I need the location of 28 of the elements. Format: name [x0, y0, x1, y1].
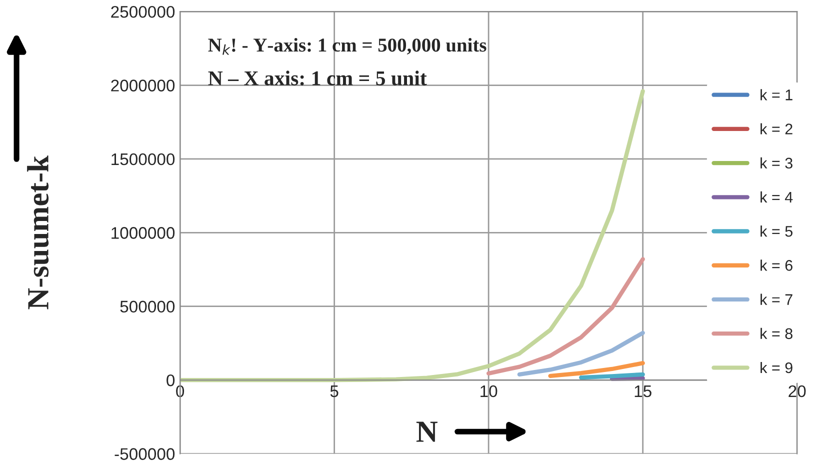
y-tick-label: 2500000	[111, 6, 175, 18]
legend-label: k = 6	[760, 260, 792, 271]
annotation: N$_{k}$! - Y-axis: 1 cm = 500,000 units	[208, 38, 486, 55]
legend-label: k = 8	[760, 328, 792, 340]
legend-label: k = 7	[760, 294, 792, 305]
legend-label: k = 3	[760, 157, 792, 169]
x-tick-label: 5	[330, 386, 338, 398]
legend-label: k = 9	[760, 362, 792, 374]
x-tick-label: 20	[788, 385, 806, 398]
legend-label: k = 1	[760, 89, 792, 100]
line-series	[180, 89, 645, 382]
y-tick-label: 500000	[120, 300, 175, 313]
y-tick-label: -500000	[114, 448, 175, 460]
y-axis-title: N-suumet-k	[27, 155, 49, 310]
line-series	[548, 361, 645, 378]
y-tick-label: 1500000	[112, 153, 175, 166]
legend-label: k = 2	[760, 123, 792, 134]
y-tick-label: 0	[166, 374, 175, 386]
line-series	[486, 257, 645, 376]
legend-label: k = 5	[760, 226, 792, 237]
y-tick-label: 1000000	[112, 227, 175, 239]
x-tick-label: 15	[634, 386, 652, 398]
legend-label: k = 4	[760, 191, 793, 203]
y-tick-label: 2000000	[111, 80, 175, 92]
annotation: N – X axis: 1 cm = 5 unit	[208, 70, 427, 86]
x-tick-label: 10	[480, 385, 498, 398]
x-axis-title: N	[416, 422, 438, 442]
line-series	[517, 330, 645, 377]
